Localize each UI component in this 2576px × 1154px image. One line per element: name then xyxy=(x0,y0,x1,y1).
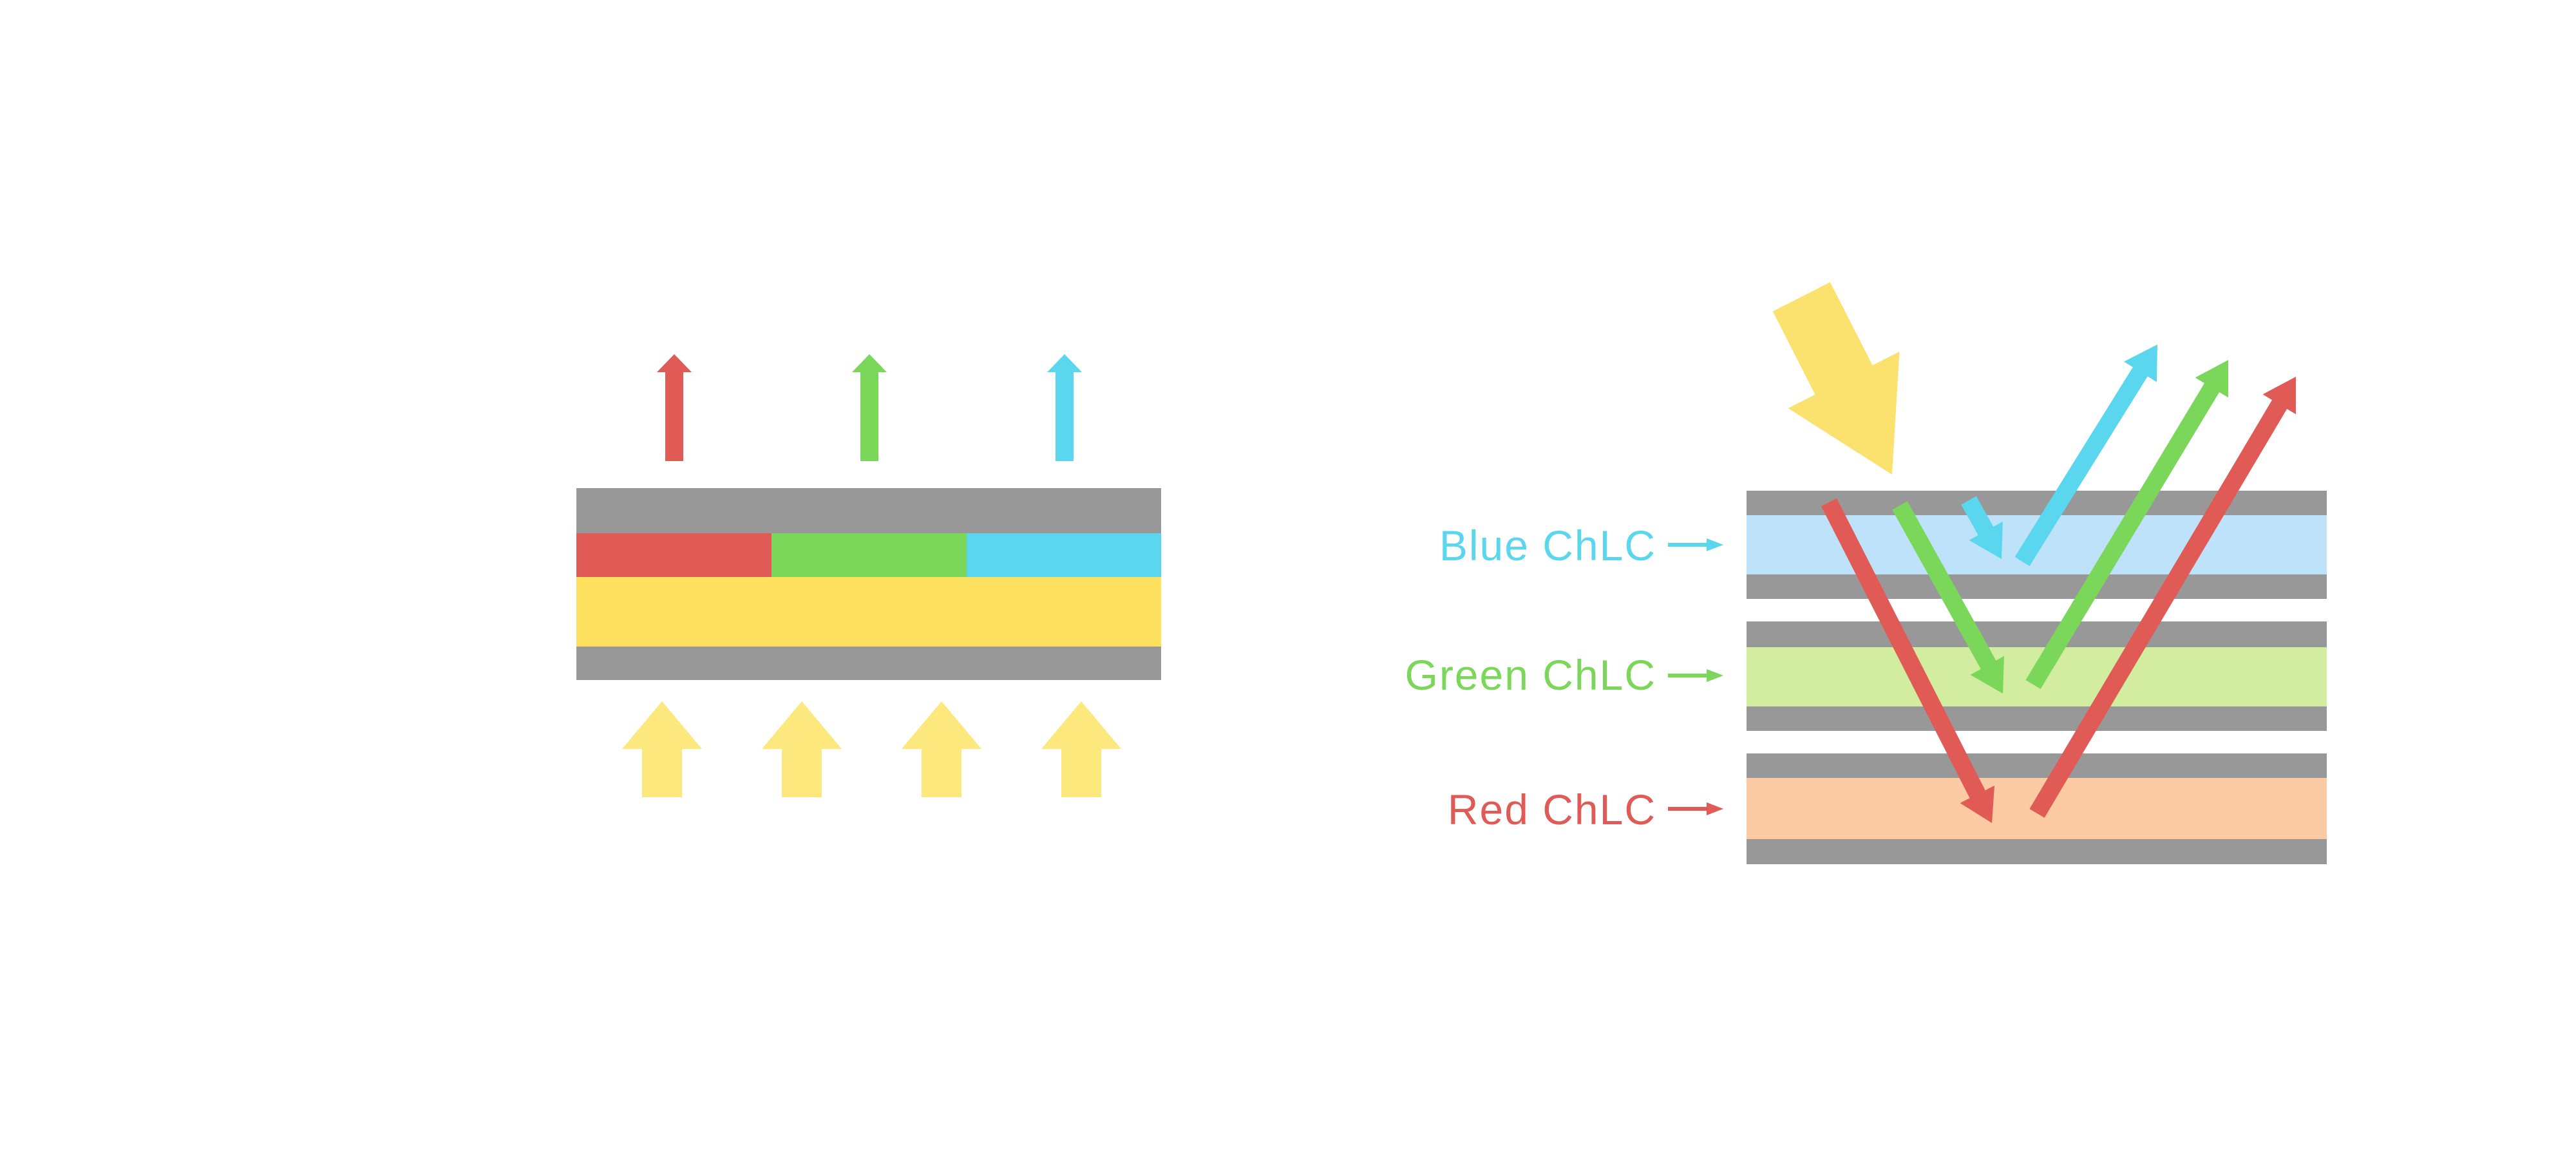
blue-ray-down-head xyxy=(1969,521,2003,559)
green-ray-down xyxy=(1892,501,2004,694)
backlight-arrow-2 xyxy=(762,701,842,797)
substrate-bar-3 xyxy=(1747,621,2327,647)
blue-ray-up xyxy=(2014,345,2157,567)
blue-emitted-light-arrow xyxy=(1047,354,1082,461)
blue-filter-segment xyxy=(967,533,1161,577)
backlight-arrow-3 xyxy=(902,701,981,797)
red-ray-up-shaft xyxy=(2029,397,2289,818)
green-chlc-label-arrow xyxy=(1668,669,1723,682)
backlight-layer xyxy=(576,577,1161,647)
top-substrate-layer xyxy=(576,488,1161,533)
blue-ray-down-shaft xyxy=(1961,496,1995,538)
blue-chlc-label-arrow-head xyxy=(1707,538,1723,551)
red-chlc-label: Red ChLC xyxy=(1448,786,1656,833)
backlight-arrow-4 xyxy=(1041,701,1121,797)
substrate-bar-4 xyxy=(1747,706,2327,731)
green-ray-up xyxy=(2025,360,2228,689)
blue-chlc-label-arrow xyxy=(1668,538,1723,551)
red-ray-down-head xyxy=(1960,785,1995,823)
green-chlc-label: Green ChLC xyxy=(1405,651,1656,699)
substrate-bar-2 xyxy=(1747,574,2327,599)
green-ray-down-head xyxy=(1970,656,2004,694)
green-emitted-light-arrow xyxy=(852,354,887,461)
blue-ray-down xyxy=(1961,496,2003,559)
blue-ray-up-head xyxy=(2124,345,2157,383)
red-ray-down xyxy=(1821,498,1995,823)
red-filter-segment xyxy=(576,533,772,577)
blue-ray-up-shaft xyxy=(2014,364,2150,567)
substrate-bar-6 xyxy=(1747,839,2327,864)
red-emitted-light-arrow xyxy=(657,354,692,461)
green-ray-up-head xyxy=(2195,360,2228,398)
blue-chlc-label: Blue ChLC xyxy=(1439,522,1656,569)
incident-light-arrow xyxy=(1772,282,1900,475)
left-diagram-emissive-display xyxy=(576,354,1161,797)
red-ray-down-shaft xyxy=(1821,498,1987,802)
red-chlc-label-arrow xyxy=(1668,802,1723,815)
right-diagram-chlc-stack: Blue ChLC Green ChLC Red ChLC xyxy=(1405,282,2327,864)
red-ray-up-head xyxy=(2262,377,2296,415)
green-chlc-label-arrow-head xyxy=(1707,669,1723,682)
substrate-bar-5 xyxy=(1747,753,2327,778)
red-chlc-label-arrow-head xyxy=(1707,802,1723,815)
bottom-substrate-layer xyxy=(576,647,1161,680)
green-filter-segment xyxy=(772,533,967,577)
green-ray-down-shaft xyxy=(1892,501,1996,670)
green-ray-up-shaft xyxy=(2025,381,2221,689)
backlight-arrow-1 xyxy=(622,701,702,797)
red-ray-up xyxy=(2029,377,2296,818)
